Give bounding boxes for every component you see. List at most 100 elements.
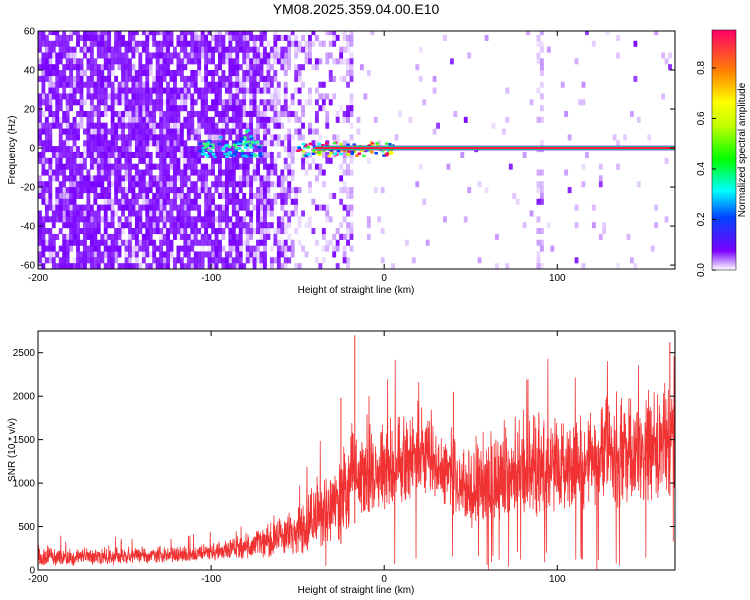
heatmap-cell bbox=[598, 233, 603, 240]
heatmap-cell bbox=[425, 239, 430, 246]
heatmap-cell bbox=[214, 187, 219, 194]
heatmap-cell bbox=[221, 116, 226, 123]
heatmap-cell bbox=[93, 140, 98, 147]
heatmap-cell bbox=[318, 105, 323, 112]
heatmap-cell bbox=[55, 146, 60, 153]
heatmap-cell bbox=[96, 110, 101, 118]
heatmap-cell bbox=[155, 40, 160, 47]
heatmap-cell bbox=[103, 222, 108, 229]
heatmap-cell bbox=[283, 93, 288, 100]
heatmap-cell bbox=[297, 99, 302, 106]
heatmap-cell bbox=[245, 233, 250, 240]
heatmap-cluster-cell bbox=[242, 138, 247, 142]
heatmap-cell bbox=[103, 198, 108, 205]
heatmap-cell bbox=[96, 70, 101, 77]
heatmap-cell bbox=[276, 175, 281, 182]
heatmap-cell bbox=[138, 146, 143, 153]
heatmap-cell bbox=[72, 46, 77, 53]
heatmap-cell bbox=[283, 175, 288, 182]
heatmap-cell bbox=[76, 233, 80, 240]
heatmap-cell bbox=[103, 163, 108, 170]
heatmap-cell bbox=[335, 263, 340, 269]
heatmap-cell bbox=[214, 128, 219, 135]
heatmap-onset-cell bbox=[297, 146, 302, 150]
heatmap-cell bbox=[69, 216, 74, 223]
heatmap-cluster-cell bbox=[250, 152, 254, 156]
heatmap-cell bbox=[114, 134, 119, 141]
heatmap-cell bbox=[166, 110, 170, 118]
heatmap-cell bbox=[110, 105, 115, 112]
heatmap-onset-cell bbox=[370, 144, 374, 147]
heatmap-cell bbox=[256, 163, 260, 170]
heatmap-cell bbox=[200, 40, 205, 47]
heatmap-cell bbox=[159, 151, 164, 158]
heatmap-cell bbox=[134, 245, 139, 252]
heatmap-cell bbox=[173, 198, 177, 205]
heatmap-cell bbox=[155, 75, 160, 82]
heatmap-cell bbox=[100, 251, 105, 258]
heatmap-cell bbox=[96, 187, 101, 194]
heatmap-cell bbox=[252, 169, 257, 176]
heatmap-cell bbox=[186, 210, 191, 217]
heatmap-cell bbox=[176, 128, 181, 135]
heatmap-cell bbox=[100, 140, 105, 147]
heatmap-cell bbox=[134, 116, 139, 123]
spectrogram-frame bbox=[37, 30, 676, 270]
heatmap-cell bbox=[72, 81, 77, 88]
heatmap-cell bbox=[38, 210, 42, 217]
heatmap-cell bbox=[179, 40, 184, 47]
heatmap-cell bbox=[536, 87, 541, 94]
heatmap-cell bbox=[131, 87, 136, 94]
heatmap-cell bbox=[190, 163, 195, 170]
heatmap-cell bbox=[186, 134, 191, 141]
heatmap-cell bbox=[55, 75, 60, 82]
heatmap-cell bbox=[190, 151, 195, 158]
heatmap-cell bbox=[266, 169, 271, 176]
heatmap-cell bbox=[76, 175, 80, 182]
heatmap-cell bbox=[166, 87, 170, 94]
heatmap-cell bbox=[155, 52, 160, 59]
heatmap-cell bbox=[107, 34, 112, 41]
heatmap-cell bbox=[58, 187, 63, 194]
heatmap-cell bbox=[65, 58, 70, 65]
heatmap-cell bbox=[86, 134, 91, 141]
heatmap-cell bbox=[62, 233, 67, 240]
heatmap-cell bbox=[145, 233, 150, 240]
heatmap-onset-cell bbox=[350, 150, 355, 154]
heatmap-cell bbox=[211, 251, 215, 258]
heatmap-cell bbox=[162, 192, 167, 199]
heatmap-cluster-cell bbox=[206, 140, 211, 144]
heatmap-cluster-cell bbox=[249, 146, 254, 149]
heatmap-cell bbox=[231, 64, 236, 71]
heatmap-cell bbox=[176, 257, 181, 264]
heatmap-cell bbox=[256, 110, 260, 118]
spectrogram-y-tick-label: 0 bbox=[29, 144, 35, 155]
heatmap-cell bbox=[266, 70, 271, 77]
heatmap-cell bbox=[51, 175, 56, 182]
heatmap-cell bbox=[287, 146, 292, 153]
heatmap-cell bbox=[83, 157, 87, 164]
heatmap-cell bbox=[294, 210, 299, 217]
heatmap-cell bbox=[117, 87, 122, 94]
heatmap-cell bbox=[100, 75, 105, 82]
heatmap-cell bbox=[325, 58, 330, 65]
heatmap-cell bbox=[256, 210, 260, 217]
heatmap-onset-cell bbox=[375, 144, 380, 147]
heatmap-cell bbox=[89, 34, 94, 41]
heatmap-onset-cell bbox=[327, 154, 332, 158]
heatmap-cell bbox=[107, 187, 112, 194]
heatmap-cell bbox=[287, 46, 292, 53]
heatmap-cell bbox=[162, 140, 167, 147]
heatmap-cell bbox=[249, 128, 254, 135]
heatmap-cell bbox=[228, 263, 233, 269]
heatmap-cell bbox=[197, 110, 202, 118]
heatmap-cell bbox=[58, 157, 63, 164]
heatmap-cell bbox=[242, 105, 247, 112]
heatmap-cell bbox=[86, 151, 91, 158]
heatmap-cell bbox=[93, 110, 98, 118]
heatmap-cell bbox=[121, 228, 125, 235]
heatmap-cell bbox=[103, 169, 108, 176]
heatmap-cell bbox=[86, 251, 91, 258]
heatmap-cell bbox=[55, 192, 60, 199]
heatmap-cell bbox=[44, 134, 49, 141]
